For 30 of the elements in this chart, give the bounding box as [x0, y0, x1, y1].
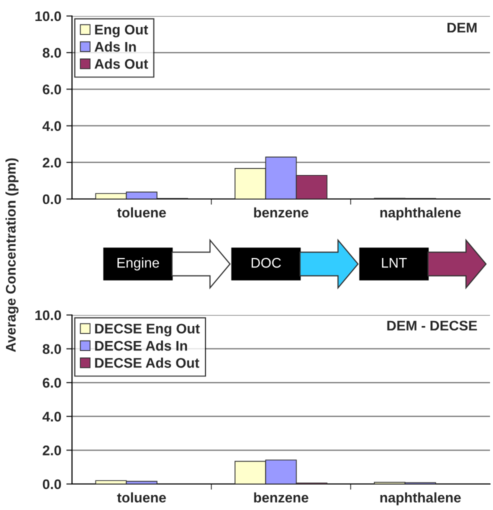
- legend-label: Ads In: [94, 42, 136, 52]
- y-tick-label: 10.0: [35, 310, 62, 320]
- chart-title: DEM - DECSE: [387, 320, 477, 331]
- y-tick-label: 0.0: [42, 479, 62, 490]
- x-tick-label: toluene: [117, 207, 166, 218]
- x-tick-label: naphthalene: [380, 492, 461, 506]
- y-tick-label: 10.0: [35, 11, 62, 22]
- x-tick-label: benzene: [254, 207, 308, 218]
- chart-title: DEM: [448, 22, 477, 32]
- y-tick-label: 4.0: [42, 412, 62, 422]
- y-tick-label: 0.0: [42, 194, 62, 204]
- legend-label: DECSE Eng Out: [95, 324, 200, 336]
- y-tick-label: 8.0: [42, 344, 62, 354]
- y-axis-title: Average Concentration (ppm): [5, 158, 19, 352]
- y-tick-label: 6.0: [42, 84, 62, 94]
- x-tick-label: benzene: [254, 492, 308, 503]
- text: LNT: [382, 258, 407, 268]
- y-tick-label: 6.0: [42, 378, 62, 388]
- y-tick-label: 8.0: [42, 48, 62, 58]
- text: DOC: [252, 258, 281, 268]
- y-tick-label: 2.0: [42, 446, 62, 456]
- legend-label: Ads Out: [94, 58, 148, 69]
- y-tick-label: 2.0: [42, 158, 62, 168]
- legend-label: Eng Out: [95, 24, 148, 38]
- legend-label: DECSE Ads Out: [95, 358, 200, 368]
- y-tick-label: 4.0: [42, 121, 62, 131]
- legend-label: DECSE Ads In: [95, 340, 187, 351]
- x-tick-label: toluene: [117, 492, 166, 503]
- x-tick-label: naphthalene: [380, 207, 461, 220]
- text: Engine: [118, 258, 160, 270]
